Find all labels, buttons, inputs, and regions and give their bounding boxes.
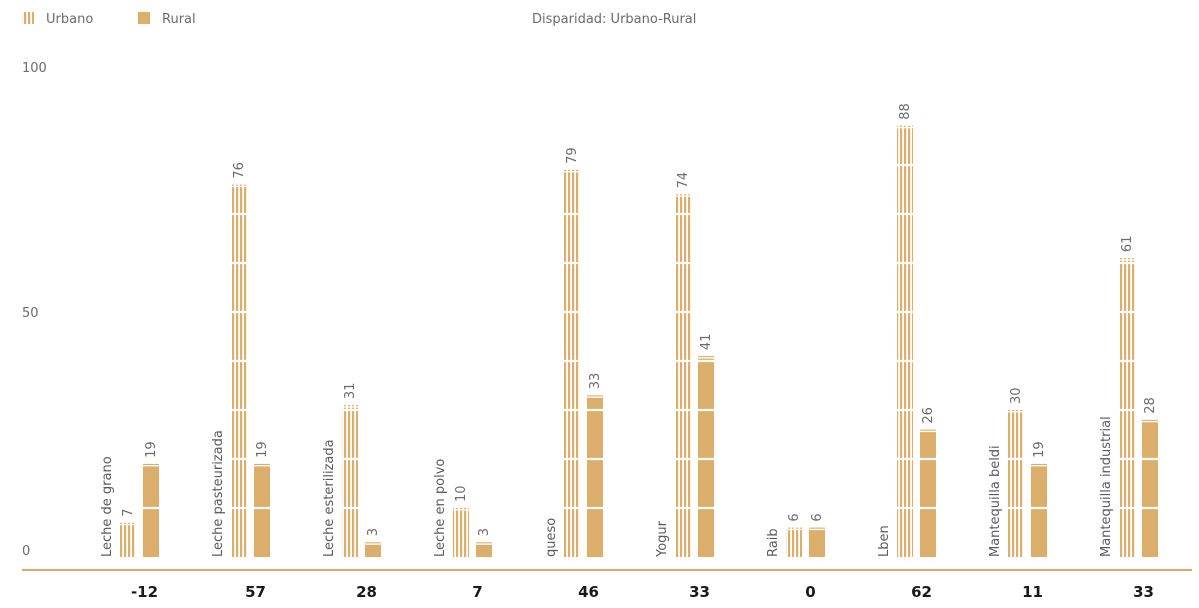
category-label: queso [544,518,559,557]
category-label: Lben [877,525,892,557]
bar-rural [1142,419,1158,557]
disparity-value: -12 [131,583,158,601]
value-label: 19 [1032,441,1047,458]
y-tick-label: 0 [22,544,30,559]
bar-rural [920,429,936,557]
value-label: 19 [144,441,159,458]
value-label: 7 [121,508,136,516]
legend: Urbano Rural [22,12,196,27]
disparity-value: 46 [578,583,599,601]
value-label: 88 [898,103,913,120]
bar-rural [698,356,714,557]
category-label: Raib [766,528,781,557]
category-label: Leche en polvo [433,459,448,557]
category-label: Leche de grano [100,456,115,557]
bar-urbano [342,405,358,557]
bar-rural [1031,463,1047,557]
category-label: Leche esterilizada [322,439,337,557]
y-tick-label: 50 [22,306,39,321]
category-label: Leche pasteurizada [211,430,226,557]
legend-rural-swatch [138,12,150,24]
disparity-value: 62 [911,583,932,601]
value-label: 41 [699,334,714,351]
bar-urbano [453,508,469,557]
value-label: 3 [366,528,381,536]
bar-rural [809,527,825,557]
value-label: 3 [477,528,492,536]
value-label: 33 [588,373,603,390]
bar-urbano [897,125,913,558]
y-axis: 0 50 100 [22,61,47,559]
disparity-value: 33 [1133,583,1154,601]
disparity-value: 11 [1022,583,1043,601]
disparity-value: 33 [689,583,710,601]
value-label: 19 [255,441,270,458]
bar-urbano [1119,258,1135,557]
bar-rural [365,542,381,557]
bar-urbano [786,527,802,557]
labels: 7 19 Leche de grano 76 19 Leche pasteurizada 3… [100,103,1158,558]
value-label: 74 [676,172,691,189]
bar-rural [587,395,603,557]
category-label: Mantequilla industrial [1099,416,1114,557]
bars [120,125,1158,558]
disparity-value: 28 [356,583,377,601]
category-label: Mantequilla beldi [988,445,1003,557]
value-label: 6 [810,513,825,521]
disparity-value: 0 [805,583,815,601]
value-label: 28 [1143,397,1158,414]
legend-rural-label: Rural [162,12,196,27]
bar-rural [143,463,159,557]
legend-urbano-swatch [22,12,34,24]
value-label: 6 [787,513,802,521]
value-label: 26 [921,407,936,424]
bar-urbano [120,522,136,557]
bar-rural [254,463,270,557]
bar-urbano [231,184,247,557]
legend-urbano-label: Urbano [46,12,93,27]
disparity-row: -12 57 28 7 46 33 0 62 11 33 [131,583,1154,601]
value-label: 61 [1120,236,1135,253]
disparity-title: Disparidad: Urbano-Rural [532,12,696,27]
bar-urbano [564,169,580,557]
value-label: 30 [1009,387,1024,404]
bar-urbano [675,194,691,557]
value-label: 31 [343,383,358,400]
category-label: Yogur [655,520,670,558]
bar-urbano [1008,410,1024,557]
bar-rural [476,542,492,557]
value-label: 10 [454,485,469,502]
value-label: 79 [565,147,580,164]
value-label: 76 [232,162,247,179]
disparity-value: 57 [245,583,266,601]
y-tick-label: 100 [22,61,47,76]
disparity-value: 7 [472,583,482,601]
